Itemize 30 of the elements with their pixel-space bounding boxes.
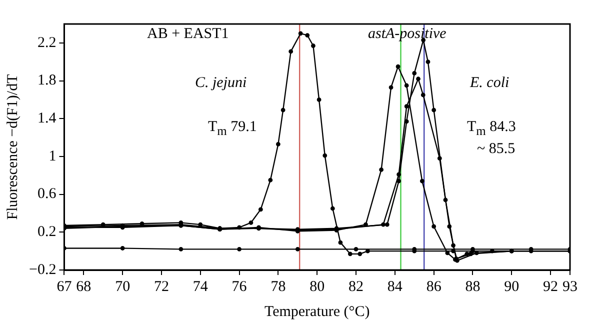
x-tick-label: 92 [543, 278, 558, 295]
x-tick-label: 86 [426, 278, 442, 295]
y-tick-label: 1 [48, 148, 56, 164]
annotation: AB + EAST1 [147, 26, 229, 43]
annotation: T$_{m}$ 84.3 [467, 119, 516, 139]
y-tick-label: −0.2 [28, 262, 56, 278]
x-tick-label: 84 [387, 278, 403, 295]
x-tick-label: 70 [115, 278, 130, 295]
x-tick-label: 68 [76, 278, 92, 295]
x-tick-label: 78 [270, 278, 286, 295]
x-tick-label: 90 [504, 278, 520, 295]
x-tick-label: 80 [310, 278, 325, 295]
x-tick-label: 82 [348, 278, 364, 295]
y-axis-title: Fluorescence −d(F1)/dT [4, 74, 21, 220]
x-tick-label: 74 [192, 278, 208, 295]
y-tick-label: 2.2 [37, 34, 56, 51]
x-tick-label: 72 [154, 278, 169, 295]
annotation: C. jejuni [195, 75, 247, 92]
annotation: ~ 85.5 [477, 141, 516, 158]
y-tick-label: 0.6 [37, 186, 57, 202]
y-tick-label: 1.8 [37, 72, 56, 89]
x-tick-label: 93 [562, 278, 578, 295]
y-tick-label: 1.4 [37, 110, 57, 127]
x-tick-label: 76 [232, 278, 248, 295]
y-tick-label: 0.2 [37, 224, 56, 240]
x-tick-label: 88 [465, 278, 480, 295]
x-axis-title: Temperature (°C) [264, 304, 370, 320]
x-tick-label: 67 [56, 278, 72, 295]
annotation: T$_{m}$ 79.1 [208, 119, 257, 139]
annotation: E. coli [470, 75, 510, 92]
